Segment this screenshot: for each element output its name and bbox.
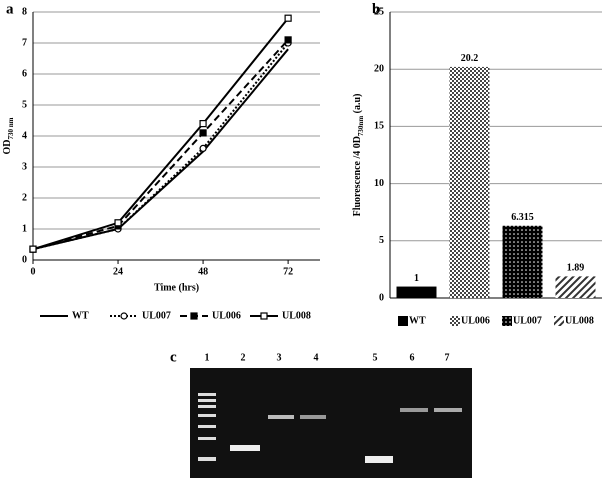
x-axis-label: Time (hrs) [154,282,199,293]
legend-label: UL006 [212,310,241,321]
marker [190,312,198,320]
y-tick-label: 3 [22,161,27,172]
legend-label: UL008 [282,310,311,321]
y-axis-label-sub: 730nm [357,116,365,136]
legend-swatch [502,316,512,326]
band [230,445,260,451]
marker [284,36,292,44]
value-label: 1.89 [567,263,585,274]
bar [449,66,490,298]
bar [555,276,596,298]
marker [120,312,128,320]
legend-swatch [398,316,408,326]
gel-image [190,368,472,478]
y-tick-label: 0 [379,292,384,303]
legend-swatch [450,316,460,326]
y-tick-label: 8 [22,6,27,17]
x-tick-label: 24 [113,266,123,277]
lane-label: 5 [373,352,378,363]
bar [502,225,543,298]
y-axis-label-sub: 730 nm [7,117,15,139]
y-tick-label: 2 [22,192,27,203]
y-tick-label: 4 [22,130,27,141]
legend-label: WT [72,310,89,321]
y-tick-label: 6 [22,68,27,79]
panel-label: a [6,1,14,17]
y-tick-label: 25 [374,6,384,17]
band [300,415,326,419]
marker [114,219,122,227]
y-axis-label-tail: (a.u) [352,94,363,116]
lane-label: 4 [314,352,319,363]
band [434,408,462,412]
y-tick-label: 0 [22,254,27,265]
legend-swatch [554,316,564,326]
panel-label: c [170,349,177,365]
lane-label: 6 [410,352,415,363]
marker [29,245,37,253]
marker [199,144,207,152]
y-tick-label: 7 [22,37,27,48]
lane-label: 3 [277,352,282,363]
y-axis-label: OD730 nm [2,117,14,154]
legend-label: UL006 [461,315,490,326]
legend-label: WT [409,315,426,326]
legend-label: UL007 [142,310,171,321]
marker [284,14,292,22]
y-axis-label-main: Fluorescence /4 0D [352,136,363,216]
y-tick-label: 5 [379,235,384,246]
series-line [32,17,289,251]
marker [199,119,207,128]
marker [199,129,207,137]
y-axis-label: Fluorescence /4 0D730nm (a.u) [352,94,364,217]
bar [396,286,437,298]
x-tick-label: 72 [283,266,293,277]
value-label: 20.2 [461,53,479,64]
lane-label: 7 [445,352,450,363]
gel [190,368,472,478]
y-axis-label-main: OD [2,139,13,154]
y-tick-label: 20 [374,63,384,74]
x-tick-label: 0 [31,266,36,277]
band [400,408,428,412]
series-line [32,42,289,251]
y-tick-label: 1 [22,223,27,234]
x-tick-label: 48 [198,266,208,277]
ladder [198,393,216,461]
lane-label: 1 [205,352,210,363]
y-tick-label: 10 [374,178,384,189]
series-line [32,48,289,251]
band [268,415,294,419]
value-label: 6.315 [511,212,534,223]
panel-label: b [372,1,380,17]
y-tick-label: 5 [22,99,27,110]
band [365,456,393,463]
lane-label: 2 [241,352,246,363]
marker [260,312,268,320]
legend-label: UL008 [565,315,594,326]
y-tick-label: 15 [374,121,384,132]
series-line [32,39,289,251]
legend-label: UL007 [513,315,542,326]
value-label: 1 [414,273,419,284]
